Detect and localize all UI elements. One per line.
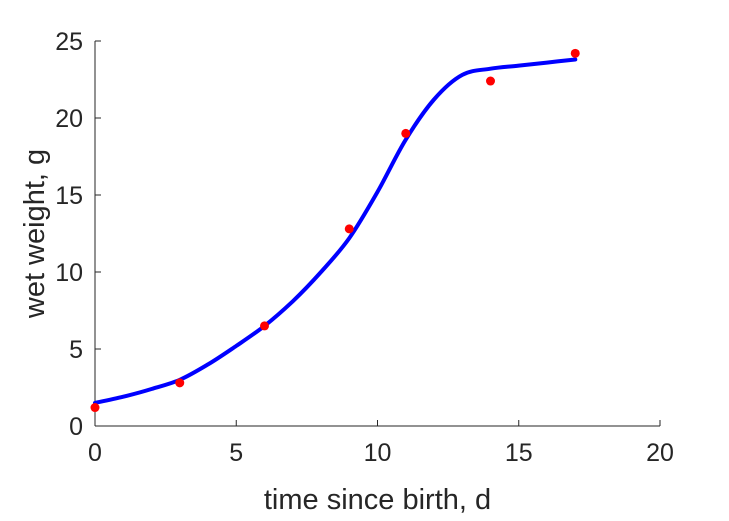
data-point <box>401 128 411 138</box>
x-tick-label: 5 <box>229 439 243 467</box>
data-point <box>175 378 185 388</box>
data-point <box>90 403 100 413</box>
y-tick-label: 25 <box>55 28 83 56</box>
data-point <box>344 224 354 234</box>
data-point <box>260 321 269 331</box>
axes <box>94 41 660 427</box>
ticks: 0 5 10 15 20 0 5 10 15 20 25 <box>55 28 674 467</box>
y-tick-label: 0 <box>69 413 83 441</box>
data-point <box>486 76 495 86</box>
y-tick-label: 5 <box>69 336 83 364</box>
x-tick-label: 20 <box>646 439 674 467</box>
y-tick-label: 15 <box>55 182 83 210</box>
fit-curve <box>93 57 578 405</box>
y-tick-label: 10 <box>55 259 83 287</box>
x-tick-label: 15 <box>505 439 533 467</box>
plot-area <box>90 48 580 413</box>
y-tick-label: 20 <box>55 105 83 133</box>
data-point <box>570 48 580 58</box>
x-tick-label: 0 <box>88 439 102 467</box>
y-axis-title: wet weight, g <box>19 149 51 319</box>
x-axis-title: time since birth, d <box>264 484 491 516</box>
x-tick-label: 10 <box>364 439 392 467</box>
